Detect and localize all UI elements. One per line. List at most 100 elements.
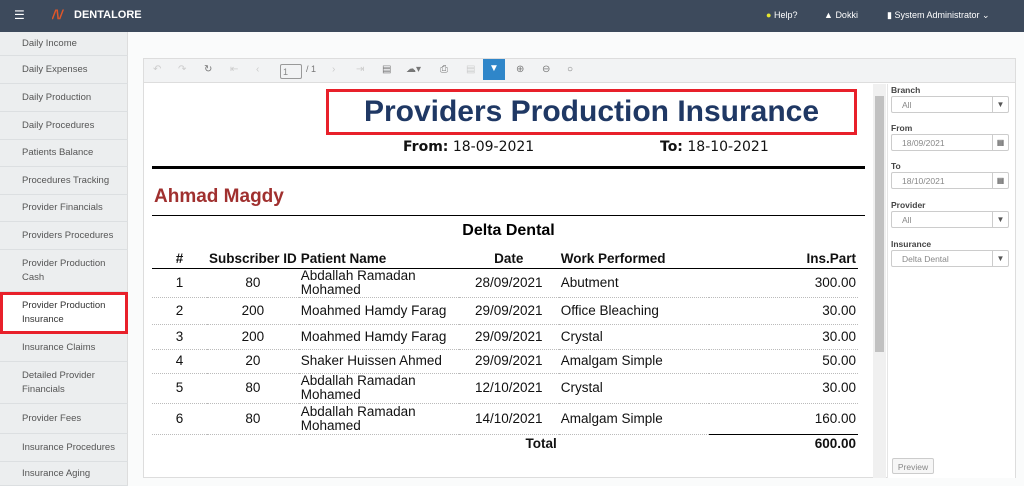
table-cell: 30.00 xyxy=(708,297,858,325)
help-link[interactable]: ● Help? xyxy=(766,10,798,20)
dropdown-arrow-icon[interactable]: ▼ xyxy=(992,251,1008,266)
table-cell: 5 xyxy=(152,373,207,404)
help-icon: ● xyxy=(766,10,772,20)
zoom-out-icon[interactable]: ⊖ xyxy=(542,64,551,75)
sidebar-item-label: Insurance Procedures xyxy=(22,441,115,453)
table-cell: Amalgam Simple xyxy=(558,349,709,374)
zoom-fit-icon[interactable]: ○ xyxy=(567,64,574,75)
sidebar-item-label: Daily Production xyxy=(22,91,92,103)
report-page: Providers Production Insurance From: 18-… xyxy=(144,84,872,478)
table-row: 2 200 Moahmed Hamdy Farag 29/09/2021 Office … xyxy=(152,297,858,325)
sidebar-item[interactable]: Provider Production Insurance xyxy=(0,292,128,334)
branch-label: Branch xyxy=(891,85,921,95)
table-row: 4 20 Shaker Huissen Ahmed 29/09/2021 Amalgam… xyxy=(152,349,858,374)
table-cell: Moahmed Hamdy Farag xyxy=(298,297,459,325)
table-cell: Abdallah Ramadan Mohamed xyxy=(298,403,459,435)
zoom-in-icon[interactable]: ⊕ xyxy=(516,64,525,75)
logo-icon: /\/ xyxy=(52,7,63,22)
redo-icon[interactable]: ↷ xyxy=(178,64,187,75)
sidebar-item-label: Daily Expenses xyxy=(22,63,88,75)
column-header: Ins.Part xyxy=(708,249,858,269)
sidebar-item[interactable]: Daily Income xyxy=(0,32,128,56)
sidebar-item[interactable]: Detailed Provider Financials xyxy=(0,362,128,404)
table-cell: 200 xyxy=(207,324,299,350)
sidebar-item[interactable]: Insurance Claims xyxy=(0,334,128,362)
sidebar: Daily Income Daily Expenses Daily Producti… xyxy=(0,32,128,486)
dropdown-arrow-icon[interactable]: ▼ xyxy=(992,212,1008,227)
sidebar-item[interactable]: Insurance Procedures xyxy=(0,434,128,462)
document-icon[interactable]: ▤ xyxy=(382,64,392,75)
table-cell: 2 xyxy=(152,297,207,325)
branch-select[interactable]: All ▼ xyxy=(891,96,1009,113)
to-date-input[interactable]: 18/10/2021 ▦ xyxy=(891,172,1009,189)
dropdown-arrow-icon[interactable]: ▼ xyxy=(992,97,1008,112)
print-icon[interactable]: ⎙ xyxy=(440,64,448,75)
column-header: # xyxy=(152,249,207,269)
from-date-input[interactable]: 18/09/2021 ▦ xyxy=(891,134,1009,151)
total-row: Total 600.00 xyxy=(152,433,858,454)
next-page-icon[interactable]: › xyxy=(332,64,336,75)
table-cell: 1 xyxy=(152,268,207,298)
table-cell: 30.00 xyxy=(708,324,858,350)
refresh-icon[interactable]: ↻ xyxy=(204,64,213,75)
sidebar-item[interactable]: Provider Financials xyxy=(0,195,128,222)
sidebar-item[interactable]: Insurance Aging xyxy=(0,462,128,486)
sidebar-item[interactable]: Procedures Tracking xyxy=(0,167,128,195)
sidebar-item[interactable]: Daily Production xyxy=(0,84,128,112)
top-bar: ☰ /\/ DENTALORE ● Help? ▲ Dokki ▮ System… xyxy=(0,0,1024,32)
table-cell: Amalgam Simple xyxy=(558,403,709,435)
to-date: To: 18-10-2021 xyxy=(660,139,769,155)
branch-icon: ▲ xyxy=(824,10,833,20)
calendar-icon[interactable]: ▦ xyxy=(992,135,1008,150)
report-title: Providers Production Insurance xyxy=(326,89,857,135)
to-label: To xyxy=(891,161,901,171)
table-cell: Shaker Huissen Ahmed xyxy=(298,349,459,374)
table-cell: Crystal xyxy=(558,324,709,350)
table-cell: 28/09/2021 xyxy=(458,268,559,298)
table-cell: 14/10/2021 xyxy=(458,403,559,435)
table-cell: Abdallah Ramadan Mohamed xyxy=(298,373,459,404)
table-cell: Office Bleaching xyxy=(558,297,709,325)
table-cell: Abdallah Ramadan Mohamed xyxy=(298,268,459,298)
filter-icon[interactable]: ▼ xyxy=(483,59,505,80)
calendar-icon[interactable]: ▦ xyxy=(992,173,1008,188)
column-header: Subscriber ID xyxy=(207,249,299,269)
scrollbar[interactable] xyxy=(873,84,886,478)
table-cell: 300.00 xyxy=(708,268,858,298)
sidebar-item-label: Insurance Aging xyxy=(22,467,91,479)
sidebar-item[interactable]: Providers Procedures xyxy=(0,222,128,250)
menu-toggle-icon[interactable]: ☰ xyxy=(14,8,25,22)
undo-icon[interactable]: ↶ xyxy=(153,64,162,75)
chevron-down-icon: ⌄ xyxy=(982,10,990,20)
branch-menu[interactable]: ▲ Dokki xyxy=(824,10,858,20)
sidebar-item[interactable]: Provider Production Cash xyxy=(0,250,128,292)
scrollbar-thumb[interactable] xyxy=(875,96,884,352)
export-icon[interactable]: ☁▾ xyxy=(406,64,422,75)
from-date: From: 18-09-2021 xyxy=(403,139,535,155)
table-cell: 20 xyxy=(207,349,299,374)
last-page-icon[interactable]: ⇥ xyxy=(356,64,365,75)
provider-select[interactable]: All ▼ xyxy=(891,211,1009,228)
prev-page-icon[interactable]: ‹ xyxy=(256,64,260,75)
table-row: 3 200 Moahmed Hamdy Farag 29/09/2021 Crystal… xyxy=(152,324,858,350)
sidebar-item[interactable]: Provider Fees xyxy=(0,404,128,434)
sidebar-item-label: Insurance Claims xyxy=(22,341,96,353)
table-cell: Moahmed Hamdy Farag xyxy=(298,324,459,350)
sidebar-item-label: Daily Income xyxy=(22,37,77,49)
preview-button[interactable]: Preview xyxy=(892,458,934,474)
total-label: Total xyxy=(525,436,557,452)
column-header: Date xyxy=(458,249,559,269)
table-cell: 50.00 xyxy=(708,349,858,374)
sidebar-item[interactable]: Daily Procedures xyxy=(0,112,128,140)
provider-name: Ahmad Magdy xyxy=(154,186,284,207)
page-input[interactable]: 1 xyxy=(280,64,302,79)
insurance-select[interactable]: Delta Dental ▼ xyxy=(891,250,1009,267)
first-page-icon[interactable]: ⇤ xyxy=(230,64,239,75)
sidebar-item[interactable]: Daily Expenses xyxy=(0,56,128,84)
print-page-icon[interactable]: ▤ xyxy=(466,64,476,75)
sidebar-item[interactable]: Patients Balance xyxy=(0,140,128,167)
sidebar-item-label: Provider Fees xyxy=(22,412,82,424)
from-label: From xyxy=(891,123,913,133)
user-menu[interactable]: ▮ System Administrator ⌄ xyxy=(887,10,990,20)
divider xyxy=(152,215,865,216)
